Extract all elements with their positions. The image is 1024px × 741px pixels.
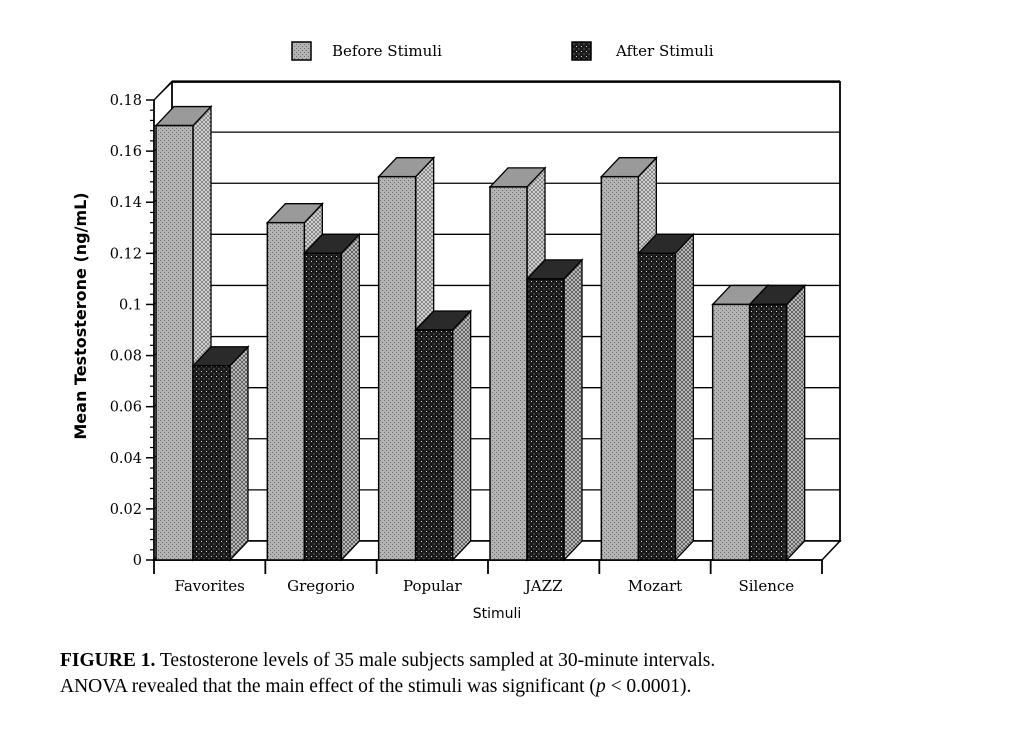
x-axis-title: Stimuli (473, 606, 522, 622)
bar-front (637, 252, 677, 561)
y-tick-label: 0 (133, 553, 142, 569)
y-tick-label: 0.14 (110, 195, 142, 211)
bar-front (414, 329, 454, 561)
bar-side (563, 258, 583, 562)
x-tick-label: JAZZ (523, 577, 563, 595)
bar-mozart-after (636, 232, 695, 562)
bar-favorites-before (154, 104, 213, 562)
y-tick-label: 0.08 (110, 349, 142, 365)
bar-front (711, 303, 751, 561)
bar-silence-after (748, 283, 807, 562)
caption-line1: Testosterone levels of 35 male subjects … (159, 650, 716, 671)
y-tick-label: 0.02 (110, 502, 142, 518)
bar-front (600, 175, 640, 561)
legend-swatch-before (291, 41, 312, 61)
y-tick-label: 0.16 (110, 144, 142, 160)
x-tick-label: Mozart (628, 577, 682, 595)
bar-front (303, 252, 343, 561)
bar-side (786, 283, 806, 562)
x-axis: Favorites Gregorio Popular JAZZ Mozart Silenc… (153, 560, 823, 595)
bar-jazz-after (525, 258, 584, 562)
bar-favorites-after (191, 345, 250, 562)
y-axis-title: Mean Testosterone (ng/mL) (71, 192, 90, 439)
bar-front (377, 175, 417, 561)
y-tick-label: 0.12 (110, 246, 142, 262)
y-tick-label: 0.04 (110, 451, 142, 467)
caption-line2-end: < 0.0001). (605, 676, 692, 697)
bar-front (748, 303, 788, 561)
figure-caption: FIGURE 1. Testosterone levels of 35 male… (60, 648, 960, 700)
legend-swatch-after (571, 41, 592, 61)
legend-label-before: Before Stimuli (332, 42, 442, 60)
bar-gregorio-after (302, 232, 361, 562)
x-tick-label: Popular (403, 577, 463, 595)
bar-front (489, 186, 528, 561)
bar-side (229, 345, 249, 562)
bar-side (452, 309, 472, 562)
bar-chart: Before Stimuli After Stimuli 0 0.02 0.04 0.… (71, 41, 842, 622)
bar-front (192, 365, 231, 561)
bar-front (155, 124, 194, 561)
bar-side (674, 232, 694, 562)
legend: Before Stimuli After Stimuli (291, 41, 714, 61)
bar-popular-after (414, 309, 473, 562)
y-axis-connector (153, 81, 173, 101)
y-tick-label: 0.18 (110, 93, 142, 109)
x-tick-label: Gregorio (287, 577, 355, 595)
bars (154, 104, 807, 562)
y-axis: 0 0.02 0.04 0.06 0.08 0.1 0.12 0.14 0.16 0.18 (110, 93, 154, 569)
y-tick-label: 0.06 (110, 400, 142, 416)
figure-label: FIGURE 1. (60, 650, 156, 671)
bar-side (340, 232, 360, 562)
x-tick-label: Favorites (174, 577, 244, 595)
caption-p-symbol: p (595, 676, 606, 697)
legend-label-after: After Stimuli (615, 42, 714, 60)
bar-front (266, 221, 306, 561)
bar-front (526, 278, 565, 561)
x-tick-label: Silence (738, 577, 794, 595)
caption-line2: ANOVA revealed that the main effect of t… (60, 676, 596, 697)
y-tick-label: 0.1 (119, 297, 142, 313)
